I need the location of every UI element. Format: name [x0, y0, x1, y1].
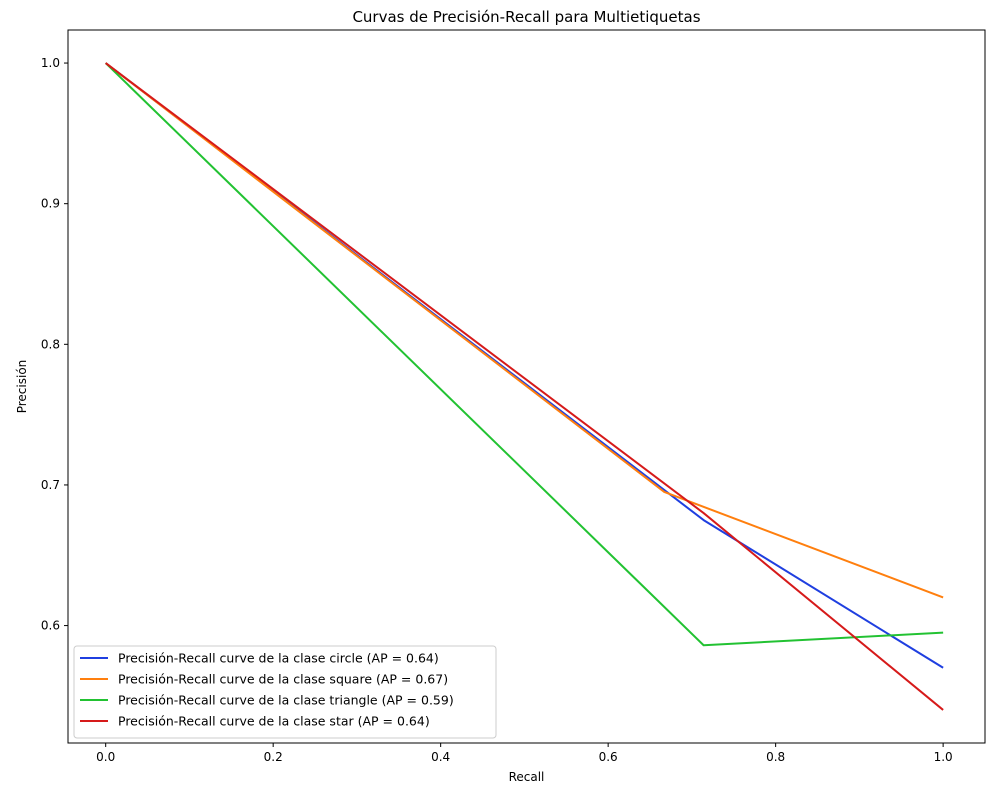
series-line-0 [105, 62, 944, 669]
axes-layer: 0.0 0.2 0.4 0.6 0.8 1.0 0.6 0.7 0.8 0.9 1.0 [41, 29, 986, 764]
y-tick-label: 0.8 [41, 337, 60, 351]
series-line-3 [105, 62, 944, 711]
legend-label-3: Precisión-Recall curve de la clase star … [118, 714, 430, 729]
series-line-1 [105, 62, 944, 599]
y-tick-label: 1.0 [41, 56, 60, 70]
x-tick-label: 0.2 [264, 750, 283, 764]
legend-label-2: Precisión-Recall curve de la clase trian… [118, 693, 454, 708]
x-tick-label: 0.0 [96, 750, 115, 764]
x-axis-label: Recall [509, 770, 545, 784]
series-line-2 [104, 62, 944, 647]
plot-frame [67, 29, 986, 744]
legend-label-0: Precisión-Recall curve de la clase circl… [118, 651, 439, 666]
x-tick-label: 0.8 [766, 750, 785, 764]
legend: Precisión-Recall curve de la clase circl… [73, 645, 497, 739]
x-tick-label: 0.6 [599, 750, 618, 764]
legend-box [73, 645, 497, 739]
y-tick-label: 0.9 [41, 197, 60, 211]
y-axis-label: Precisión [15, 360, 29, 414]
legend-label-1: Precisión-Recall curve de la clase squar… [118, 672, 448, 687]
y-tick-label: 0.7 [41, 478, 60, 492]
x-tick-label: 0.4 [431, 750, 450, 764]
x-tick-label: 1.0 [934, 750, 953, 764]
chart-title: Curvas de Precisión-Recall para Multieti… [352, 8, 700, 26]
series-layer [104, 62, 944, 711]
y-tick-label: 0.6 [41, 619, 60, 633]
